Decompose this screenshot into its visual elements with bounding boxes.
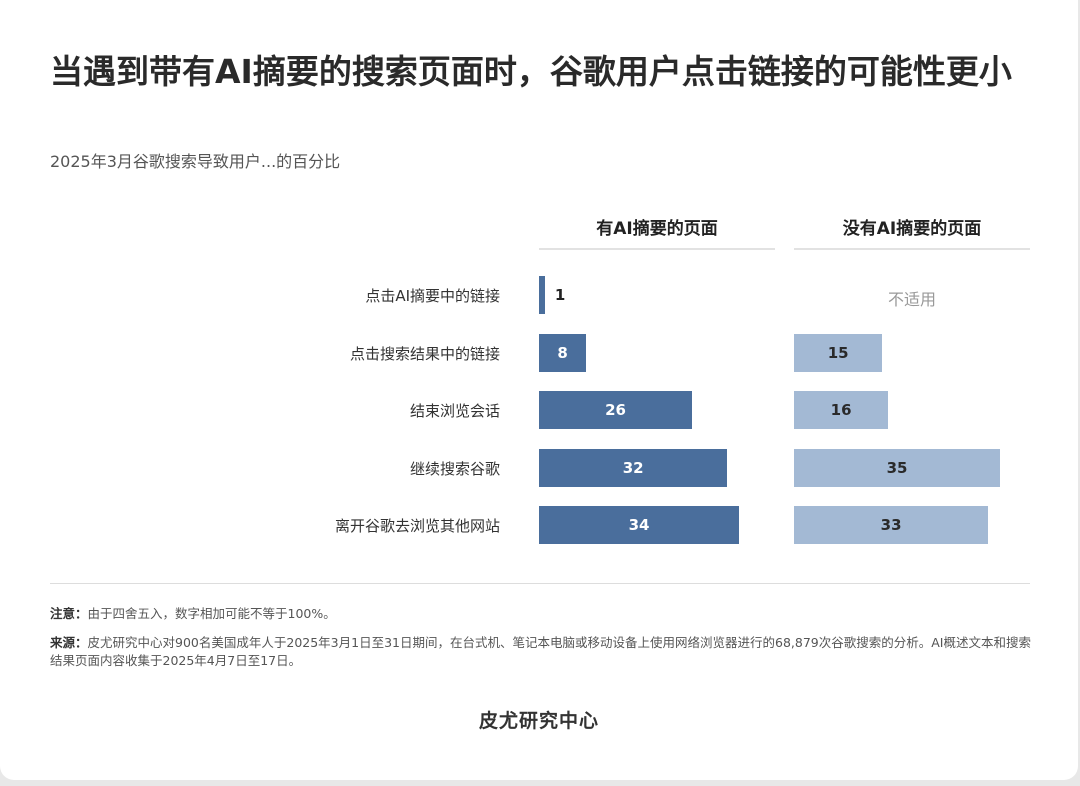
bar-value-label: 33	[880, 516, 902, 534]
source: 来源：皮尤研究中心对900名美国成年人于2025年3月1日至31日期间，在台式机…	[50, 634, 1040, 670]
source-label: 来源：	[50, 635, 88, 650]
note: 注意：由于四舍五入，数字相加可能不等于100%。	[50, 605, 1040, 623]
bar-value-label: 26	[605, 401, 626, 419]
category-label: 点击搜索结果中的链接	[349, 345, 500, 363]
bar-value-label: 1	[554, 286, 566, 304]
bar-value-label: 32	[622, 459, 644, 477]
bar-without	[794, 334, 883, 372]
source-text: 皮尤研究中心对900名美国成年人于2025年3月1日至31日期间，在台式机、笔记…	[50, 635, 1031, 668]
column-header-without: 没有AI摘要的页面	[842, 219, 982, 239]
column-rule-with	[539, 248, 775, 250]
column-header-with: 有AI摘要的页面	[596, 219, 718, 239]
category-label: 结束浏览会话	[409, 402, 500, 420]
chart-title: 当遇到带有AI摘要的搜索页面时，谷歌用户点击链接的可能性更小	[50, 52, 1012, 91]
note-text: 由于四舍五入，数字相加可能不等于100%。	[87, 606, 336, 621]
bar-with	[539, 391, 693, 429]
bar-value-label: 16	[830, 401, 852, 419]
bar-without	[794, 391, 889, 429]
bar-with	[539, 506, 740, 544]
bar-with	[539, 449, 728, 487]
bar-without	[794, 506, 989, 544]
bar-with	[539, 334, 587, 372]
bar-with	[539, 276, 545, 314]
chart-subtitle: 2025年3月谷歌搜索导致用户...的百分比	[50, 152, 341, 171]
note-label: 注意：	[50, 606, 88, 621]
bar-value-label: 34	[628, 516, 650, 534]
category-label: 离开谷歌去浏览其他网站	[334, 517, 500, 535]
not-applicable-label: 不适用	[887, 290, 936, 309]
org-name: 皮尤研究中心	[478, 710, 599, 732]
category-label: 点击AI摘要中的链接	[365, 287, 500, 305]
bar-value-label: 35	[886, 459, 908, 477]
column-rule-without	[794, 248, 1030, 250]
bar-value-label: 8	[557, 344, 568, 362]
bar-without	[794, 449, 1000, 487]
divider	[50, 583, 1030, 584]
category-label: 继续搜索谷歌	[409, 460, 500, 478]
bar-value-label: 15	[827, 344, 849, 362]
